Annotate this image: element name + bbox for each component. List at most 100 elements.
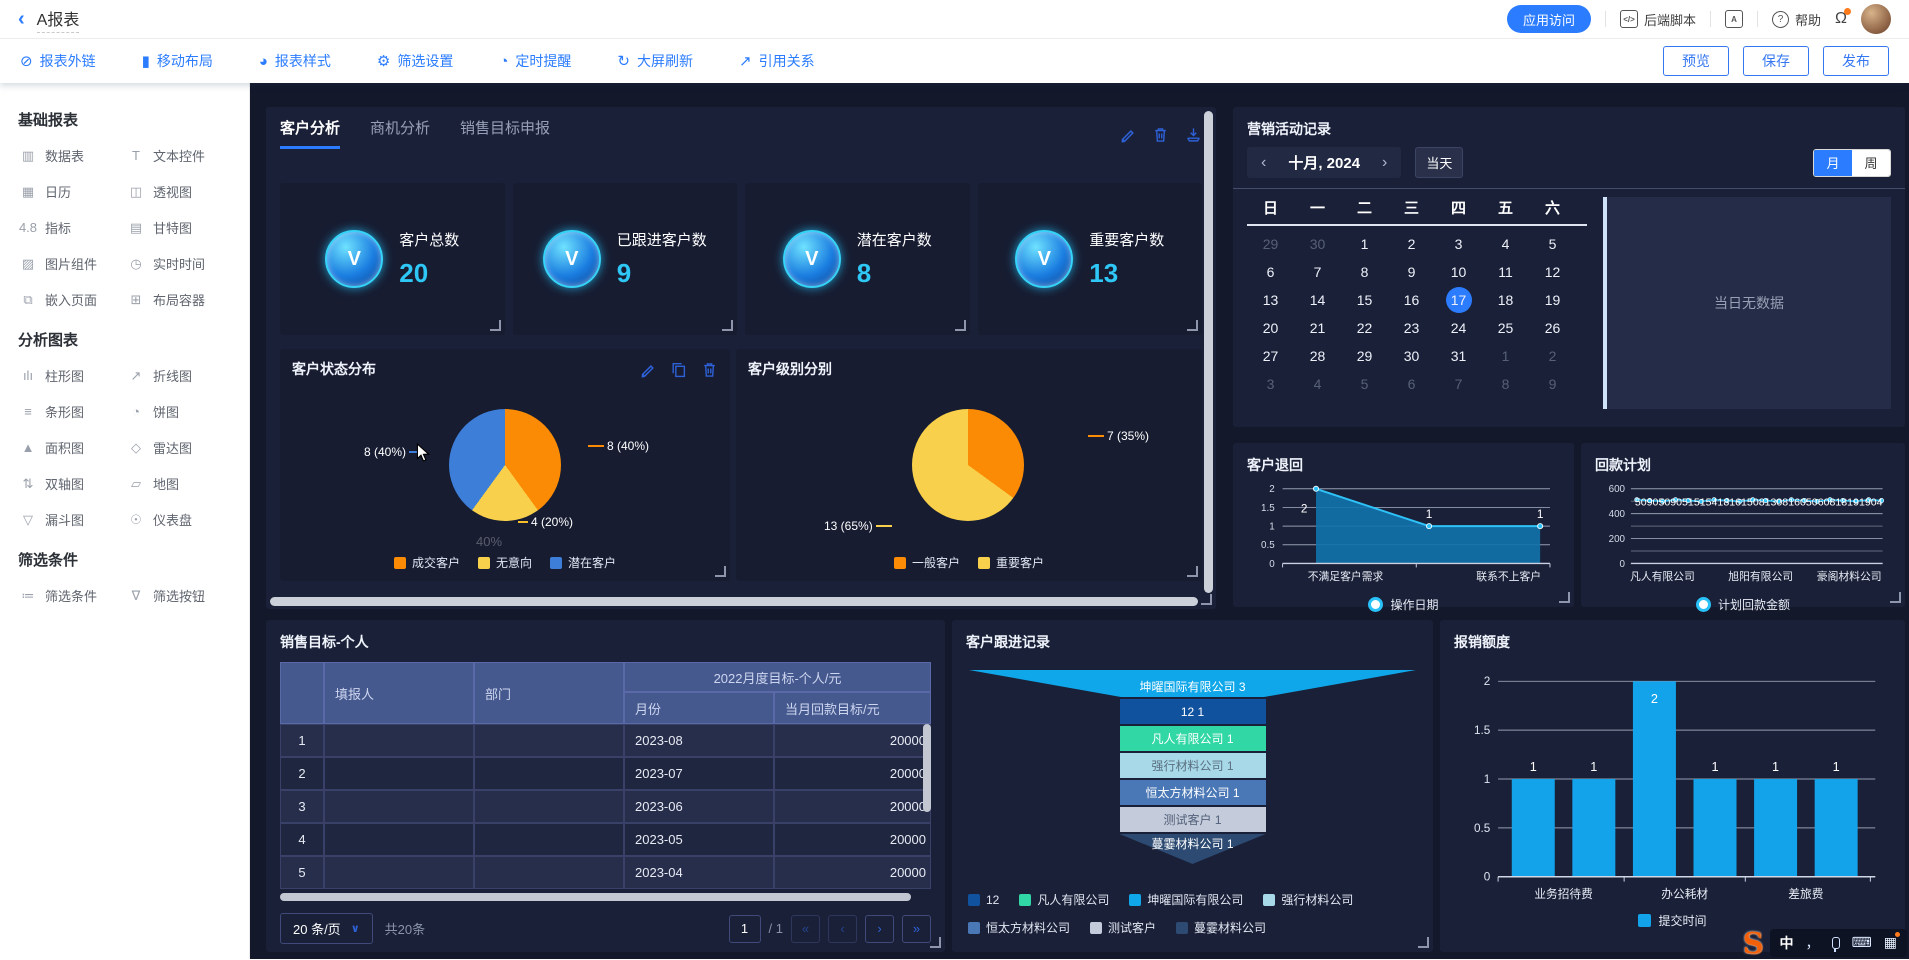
tab-1[interactable]: 客户分析: [280, 117, 341, 149]
bar-chart-panel[interactable]: 报销额度 2 1.5 1 0.5 0 1 1 2 1 1 1 业务招待费 办公耗材 差旅费 提交时间: [1440, 620, 1905, 952]
line-chart-panel[interactable]: 回款计划 600 400 200 0 5090509051515418161508130…: [1581, 443, 1905, 612]
pie-panel-customer-status[interactable]: 客户状态分布 8 (40%) 8 (40%) 4 (20%) 40% 成交客户无…: [280, 349, 730, 581]
delete-icon[interactable]: [701, 361, 718, 378]
calendar-day[interactable]: 21: [1309, 320, 1326, 336]
tab-3[interactable]: 销售目标申报: [460, 120, 551, 137]
calendar-day[interactable]: 29: [1262, 236, 1279, 252]
table-horizontal-scrollbar[interactable]: [280, 893, 912, 901]
backend-script-button[interactable]: </> 后端脚本: [1620, 10, 1696, 29]
calendar-day[interactable]: 11: [1498, 264, 1513, 280]
calendar-day[interactable]: 6: [1407, 376, 1416, 392]
widget-column-chart[interactable]: ılı 柱形图: [18, 366, 122, 385]
keyboard-icon[interactable]: ⌨: [1851, 934, 1872, 950]
copy-icon[interactable]: [670, 361, 687, 378]
prev-page-button[interactable]: ‹: [828, 914, 857, 943]
widget-image-widget[interactable]: ▨ 图片组件: [18, 254, 122, 273]
translate-icon[interactable]: A: [1725, 10, 1744, 28]
toolbar-gear[interactable]: ⚙ 筛选设置: [376, 52, 454, 70]
widget-pivot[interactable]: ◫ 透视图: [126, 182, 230, 201]
calendar-day[interactable]: 12: [1544, 264, 1561, 280]
calendar-day[interactable]: 23: [1403, 320, 1420, 336]
publish-button[interactable]: 发布: [1823, 46, 1889, 76]
ime-language-toggle[interactable]: 中: [1779, 934, 1794, 951]
calendar-day[interactable]: 4: [1313, 376, 1322, 392]
toolbar-alarm[interactable]: ◔ 定时提醒: [499, 52, 572, 70]
first-page-button[interactable]: «: [791, 914, 820, 943]
widget-data-table[interactable]: ▥ 数据表: [18, 146, 122, 165]
widget-gauge[interactable]: ☉ 仪表盘: [126, 510, 230, 529]
calendar-day[interactable]: 28: [1309, 348, 1326, 364]
funnel-segment[interactable]: 凡人有限公司 1: [1119, 726, 1266, 751]
page-size-select[interactable]: 20 条/页 ∨: [280, 913, 373, 944]
microphone-icon[interactable]: [1831, 936, 1840, 952]
last-page-button[interactable]: »: [902, 914, 931, 943]
funnel-segment-bottom[interactable]: 蔓霎材料公司 1: [1093, 834, 1293, 864]
calendar-day[interactable]: 29: [1356, 348, 1373, 364]
calendar-day[interactable]: 27: [1262, 348, 1279, 364]
toolbar-link[interactable]: ⊘ 报表外链: [20, 52, 96, 70]
widget-calendar-widget[interactable]: ▦ 日历: [18, 182, 122, 201]
widget-filter[interactable]: ≔ 筛选条件: [18, 586, 122, 605]
funnel-chart-panel[interactable]: 客户跟进记录 坤曜国际有限公司 3 12 1 凡人有限公司 1 强行材料公司 1 恒太方…: [952, 620, 1433, 952]
calendar-day[interactable]: 4: [1501, 236, 1510, 252]
user-avatar[interactable]: [1861, 4, 1891, 34]
funnel-segment[interactable]: 强行材料公司 1: [1119, 753, 1266, 778]
calendar-day[interactable]: 30: [1403, 348, 1420, 364]
week-view-button[interactable]: 周: [1852, 149, 1890, 176]
prev-month-icon[interactable]: ‹: [1261, 153, 1267, 171]
kpi-card-4[interactable]: V 重要客户数 13: [977, 183, 1202, 335]
kpi-card-2[interactable]: V 已跟进客户数 9: [512, 183, 737, 335]
calendar-day[interactable]: 2: [1548, 348, 1557, 364]
calendar-day[interactable]: 30: [1309, 236, 1326, 252]
calendar-day[interactable]: 14: [1309, 292, 1326, 308]
toolbar-refresh[interactable]: ↻ 大屏刷新: [617, 52, 693, 70]
calendar-day[interactable]: 22: [1356, 320, 1373, 336]
widget-map[interactable]: ▱ 地图: [126, 474, 230, 493]
toolbar-pie-style[interactable]: ◕ 报表样式: [258, 52, 331, 70]
pie-panel-customer-level[interactable]: 客户级别分别 7 (35%) 13 (65%) 一般客户 重要客户: [736, 349, 1202, 581]
help-button[interactable]: ? 帮助: [1772, 10, 1821, 29]
notification-bell-icon[interactable]: Ω: [1835, 8, 1851, 28]
delete-icon[interactable]: [1152, 126, 1169, 143]
calendar-day[interactable]: 7: [1313, 264, 1322, 280]
sales-target-table-panel[interactable]: 销售目标-个人 填报人 部门 2022月度目标-个人/元 月份 当月回款目标/元 1 202…: [266, 620, 945, 952]
calendar-day[interactable]: 3: [1266, 376, 1275, 392]
widget-text-widget[interactable]: T 文本控件: [126, 146, 230, 165]
widget-funnel-chart[interactable]: ▽ 漏斗图: [18, 510, 122, 529]
widget-bar-chart[interactable]: ≡ 条形图: [18, 402, 122, 421]
calendar-day[interactable]: 5: [1548, 236, 1557, 252]
calendar-day[interactable]: 6: [1266, 264, 1275, 280]
edit-icon[interactable]: [1119, 126, 1136, 143]
calendar-day[interactable]: 24: [1450, 320, 1467, 336]
calendar-day-selected[interactable]: 17: [1435, 286, 1482, 314]
widget-pie-chart[interactable]: ◔ 饼图: [126, 402, 230, 421]
back-button[interactable]: ‹: [18, 8, 25, 30]
calendar-day[interactable]: 25: [1497, 320, 1514, 336]
calendar-day[interactable]: 26: [1544, 320, 1561, 336]
tab-panel[interactable]: 客户分析 商机分析 销售目标申报 V 客户总数 20 V 已跟进客户数 9 V 潜在客户数 8 V 重要…: [266, 107, 1216, 609]
calendar-day[interactable]: 10: [1450, 264, 1467, 280]
calendar-day[interactable]: 19: [1544, 292, 1561, 308]
next-month-icon[interactable]: ›: [1382, 153, 1388, 171]
export-icon[interactable]: [1185, 126, 1202, 143]
pie-chart-customer-level[interactable]: [912, 409, 1024, 521]
page-number-box[interactable]: 1: [728, 914, 761, 943]
calendar-day[interactable]: 3: [1454, 236, 1463, 252]
widget-metric[interactable]: 4.8 指标: [18, 220, 72, 236]
dashboard-canvas[interactable]: 客户分析 商机分析 销售目标申报 V 客户总数 20 V 已跟进客户数 9 V 潜在客户数 8 V 重要…: [250, 83, 1909, 959]
calendar-day[interactable]: 2: [1407, 236, 1416, 252]
kpi-card-1[interactable]: V 客户总数 20: [280, 183, 505, 335]
calendar-day[interactable]: 9: [1407, 264, 1416, 280]
calendar-day[interactable]: 8: [1501, 376, 1510, 392]
calendar-day[interactable]: 9: [1548, 376, 1557, 392]
horizontal-scrollbar[interactable]: [270, 597, 1198, 606]
widget-gantt[interactable]: ▤ 甘特图: [126, 218, 230, 237]
tab-2[interactable]: 商机分析: [370, 120, 431, 137]
toolbar-relation[interactable]: ↗ 引用关系: [739, 52, 815, 70]
widget-embed-page[interactable]: ⧉ 嵌入页面: [18, 290, 122, 309]
calendar-day[interactable]: 16: [1403, 292, 1420, 308]
funnel-segment[interactable]: 测试客户 1: [1119, 807, 1266, 832]
calendar-day[interactable]: 18: [1497, 292, 1514, 308]
funnel-segment-top[interactable]: 坤曜国际有限公司 3: [969, 670, 1416, 697]
